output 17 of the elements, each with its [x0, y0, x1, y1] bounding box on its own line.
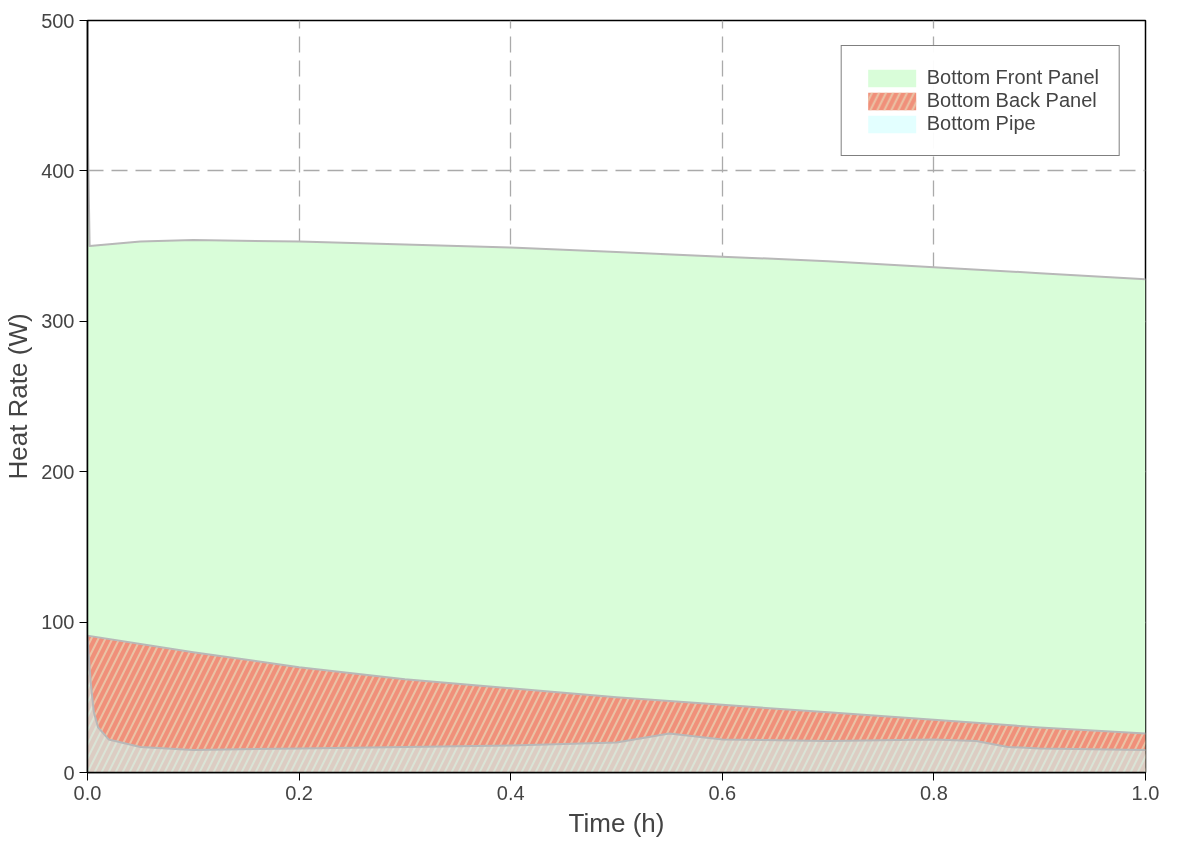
y-tick-label: 0: [63, 761, 75, 784]
y-tick-label: 300: [41, 310, 75, 333]
legend-label: Bottom Pipe: [926, 112, 1036, 135]
y-tick-label: 100: [41, 611, 75, 634]
y-tick-label: 200: [41, 460, 75, 483]
y-axis-title: Heat Rate (W): [3, 313, 34, 480]
legend-label: Bottom Back Panel: [926, 89, 1097, 112]
x-tick-label: 0.4: [496, 781, 525, 804]
x-tick-label: 0.6: [708, 781, 737, 804]
x-tick-label: 0.0: [73, 781, 102, 804]
x-tick-label: 1.0: [1131, 781, 1160, 804]
y-tick-label: 500: [41, 9, 75, 32]
x-tick-label: 0.8: [920, 781, 948, 804]
legend-label: Bottom Front Panel: [926, 66, 1099, 89]
y-tick-label: 400: [41, 159, 75, 182]
x-tick-label: 0.2: [285, 781, 314, 804]
x-axis-title: Time (h): [568, 807, 665, 838]
